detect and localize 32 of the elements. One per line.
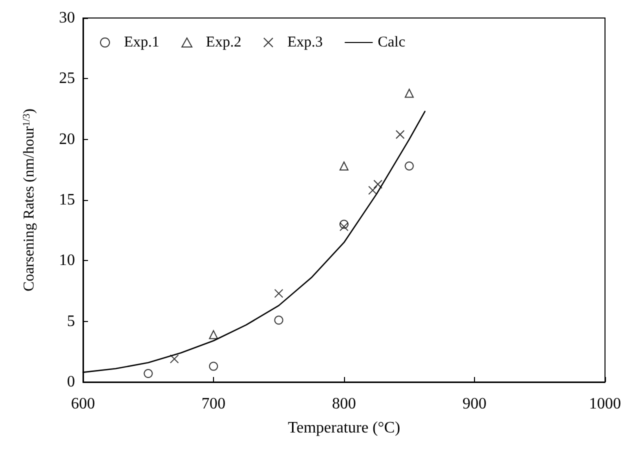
legend-label: Exp.2: [206, 34, 242, 50]
point: [368, 186, 378, 195]
x-tick-label: 1000: [589, 396, 621, 412]
legend-label: Exp.3: [287, 34, 323, 50]
x-axis-title: Temperature (°C): [288, 420, 400, 436]
point: [209, 362, 218, 371]
y-tick-label: 30: [59, 10, 75, 26]
x-tick-label: 800: [332, 396, 356, 412]
x-tick-label: 700: [202, 396, 226, 412]
y-tick-label: 20: [59, 130, 75, 148]
point: [274, 316, 284, 325]
legend-label: Calc: [378, 34, 406, 50]
y-tick-label: 0: [67, 374, 75, 390]
y-tick-label: 25: [59, 70, 75, 88]
x-tick-label: 600: [71, 396, 95, 412]
y-axis-title: Coarsening Rates (nm/hour1/3): [22, 108, 38, 292]
x-tick-label: 900: [462, 396, 486, 412]
point: [170, 354, 179, 364]
point: [396, 130, 405, 139]
y-tick-label: 15: [59, 192, 75, 208]
legend-label: Exp.1: [124, 34, 160, 50]
point: [209, 330, 218, 340]
point: [340, 222, 348, 232]
point: [340, 220, 348, 229]
y-tick-label: 10: [59, 252, 75, 270]
point: [404, 162, 414, 171]
point: [340, 162, 348, 171]
point: [404, 88, 414, 98]
y-tick-label: 5: [67, 312, 75, 330]
point: [274, 288, 284, 298]
point: [373, 180, 382, 189]
point: [144, 369, 153, 378]
